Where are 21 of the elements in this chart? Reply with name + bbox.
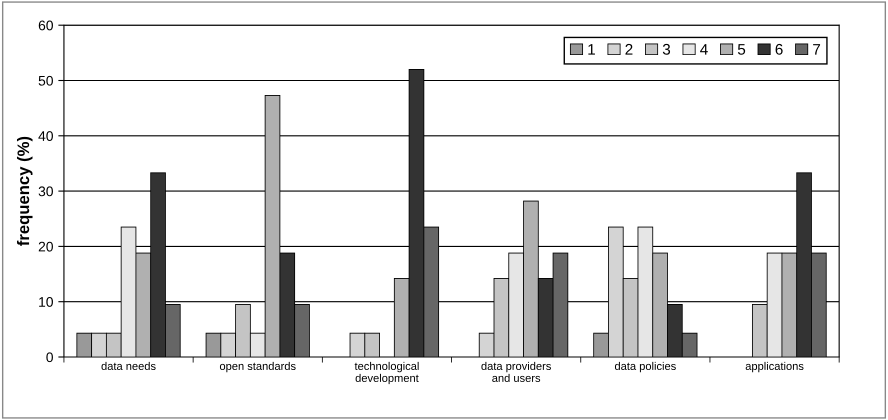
x-tick-label: open standards bbox=[220, 362, 296, 372]
legend-label: 4 bbox=[700, 44, 708, 55]
y-tick-label: 10 bbox=[39, 297, 53, 307]
y-tick-label: 40 bbox=[38, 131, 53, 141]
y-tick-label: 0 bbox=[46, 352, 53, 362]
y-tick-label: 60 bbox=[38, 20, 53, 30]
legend-label: 7 bbox=[813, 44, 820, 55]
x-tick-label: data providers and users bbox=[481, 362, 551, 382]
y-tick-label: 30 bbox=[38, 186, 53, 196]
legend-label: 3 bbox=[662, 44, 670, 55]
y-axis-title: frequency (%) bbox=[16, 136, 33, 246]
x-tick-label: technological development bbox=[354, 362, 419, 384]
legend-label: 6 bbox=[776, 44, 783, 55]
legend-label: 1 bbox=[588, 44, 595, 55]
x-tick-label: data needs bbox=[102, 362, 156, 370]
legend-label: 2 bbox=[625, 44, 632, 55]
y-tick-label: 50 bbox=[38, 76, 53, 86]
legend-label: 5 bbox=[738, 44, 746, 55]
x-tick-label: applications bbox=[746, 362, 804, 372]
y-tick-label: 20 bbox=[38, 242, 53, 252]
x-tick-label: data policies bbox=[614, 362, 676, 372]
